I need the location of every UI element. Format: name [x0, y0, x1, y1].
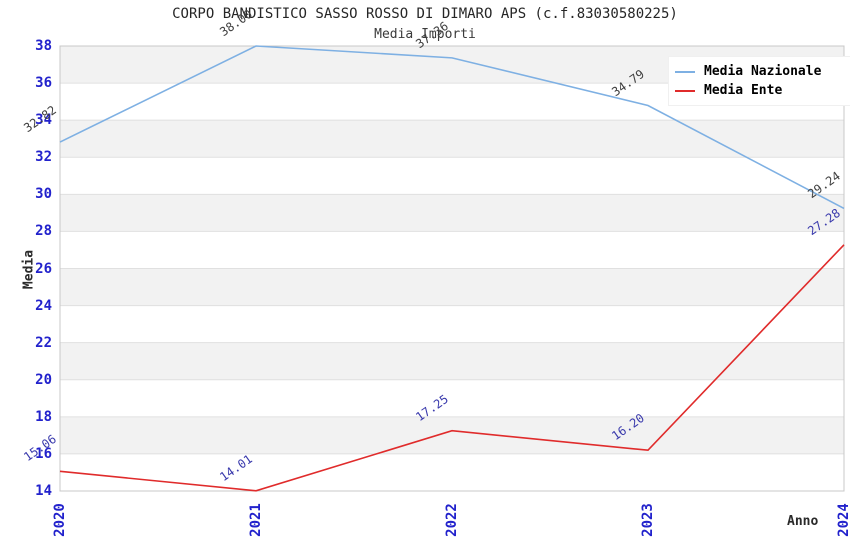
band — [60, 194, 844, 232]
y-tick-label: 20 — [35, 371, 52, 388]
band — [60, 305, 844, 343]
legend-item-media-nazionale: Media Nazionale — [675, 62, 850, 81]
band — [60, 379, 844, 417]
legend: Media Nazionale Media Ente — [668, 56, 850, 106]
x-tick-label-2024: 2024 — [836, 503, 850, 537]
x-tick-label-2023: 2023 — [640, 503, 656, 537]
legend-label-media-nazionale: Media Nazionale — [704, 64, 822, 79]
series-line-media-ente — [59, 244, 845, 492]
y-tick-label: 26 — [35, 260, 52, 277]
y-tick-label: 34 — [35, 112, 52, 129]
y-tick-label: 38 — [35, 38, 52, 54]
band — [60, 453, 844, 491]
band — [60, 157, 844, 195]
legend-label-media-ente: Media Ente — [704, 83, 783, 98]
band — [60, 231, 844, 269]
band — [60, 416, 844, 454]
band — [60, 268, 844, 306]
x-tick-label-2022: 2022 — [444, 503, 460, 537]
x-tick-label-2021: 2021 — [248, 503, 264, 537]
y-axis-title: Media — [21, 249, 37, 290]
y-tick-label: 32 — [35, 149, 52, 166]
series-line-media-nazionale — [59, 45, 845, 210]
y-tick-label: 18 — [35, 408, 52, 425]
legend-line-media-nazionale-icon — [675, 70, 695, 73]
legend-item-media-ente: Media Ente — [675, 81, 850, 100]
legend-line-media-ente-icon — [675, 89, 695, 92]
chart-subtitle: Media Importi — [374, 27, 476, 42]
y-tick-label: 28 — [35, 223, 52, 240]
band — [60, 120, 844, 158]
y-tick-label: 30 — [35, 186, 52, 203]
band — [60, 342, 844, 380]
y-tick-label: 24 — [35, 297, 52, 314]
y-tick-label: 14 — [35, 483, 52, 499]
y-tick-label: 36 — [35, 75, 52, 92]
x-axis-title: Anno — [787, 514, 819, 529]
y-tick-label: 22 — [35, 334, 52, 351]
plot-border — [59, 45, 845, 492]
chart-title: CORPO BANDISTICO SASSO ROSSO DI DIMARO A… — [172, 6, 678, 22]
y-tick-label: 16 — [35, 445, 52, 462]
x-tick-label-2020: 2020 — [52, 503, 68, 537]
